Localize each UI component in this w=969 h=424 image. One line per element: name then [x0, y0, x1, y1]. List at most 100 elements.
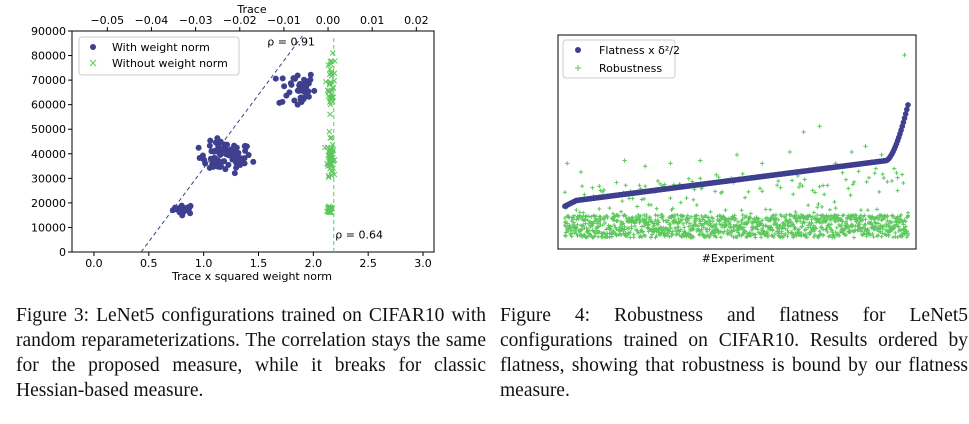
point-without-weight-norm — [326, 128, 333, 135]
point-with-weight-norm — [279, 75, 286, 82]
legend-box — [78, 36, 240, 76]
point-without-weight-norm — [324, 87, 331, 94]
point-with-weight-norm — [222, 166, 229, 173]
point-without-weight-norm — [327, 101, 334, 108]
point-with-weight-norm — [210, 163, 217, 170]
point-without-weight-norm — [325, 209, 332, 216]
point-with-weight-norm — [235, 153, 242, 160]
point-with-weight-norm — [227, 146, 234, 153]
y-tick-label: 20000 — [31, 197, 66, 210]
point-without-weight-norm — [330, 84, 336, 91]
point-with-weight-norm — [250, 158, 257, 165]
point-without-weight-norm — [331, 171, 338, 178]
x-tick-label: 0.5 — [140, 257, 158, 270]
x2-tick-label: −0.02 — [223, 14, 257, 27]
point-with-weight-norm — [216, 150, 223, 157]
figure-3-chart: Trace −0.05 −0.04 −0.03 −0.02 −0.01 0.00 0.01 0… — [31, 3, 435, 283]
point-with-weight-norm — [236, 159, 243, 166]
legend-marker-with-weight-norm — [90, 44, 96, 50]
point-with-weight-norm — [281, 83, 288, 90]
point-without-weight-norm — [329, 168, 336, 175]
point-with-weight-norm — [272, 75, 279, 82]
point-with-weight-norm — [207, 155, 214, 162]
point-without-weight-norm — [328, 167, 335, 174]
point-without-weight-norm — [331, 156, 338, 163]
annotation-rho-without: ρ = 0.64 — [335, 228, 383, 241]
point-with-weight-norm — [303, 91, 310, 98]
point-with-weight-norm — [297, 87, 304, 94]
point-with-weight-norm — [311, 87, 318, 94]
point-with-weight-norm — [231, 170, 238, 177]
point-with-weight-norm — [210, 148, 217, 155]
point-without-weight-norm — [329, 145, 336, 152]
point-with-weight-norm — [202, 160, 209, 167]
x2-tick-label: −0.04 — [135, 14, 169, 27]
x2-tick-label: 0.02 — [404, 14, 429, 27]
point-without-weight-norm — [328, 161, 335, 168]
point-with-weight-norm — [298, 94, 305, 101]
point-with-weight-norm — [221, 158, 228, 165]
point-with-weight-norm — [207, 137, 214, 144]
point-without-weight-norm — [329, 87, 335, 94]
point-with-weight-norm — [288, 81, 295, 88]
x-tick-label: 2.0 — [305, 257, 323, 270]
point-without-weight-norm — [330, 147, 337, 154]
point-with-weight-norm — [233, 164, 240, 171]
figure-3-caption: Figure 3: LeNet5 configurations trained … — [16, 305, 486, 401]
point-with-weight-norm — [217, 163, 224, 170]
y-tick-label: 30000 — [31, 172, 66, 185]
point-with-weight-norm — [195, 144, 202, 151]
plot-frame — [71, 30, 435, 253]
point-with-weight-norm — [301, 76, 308, 83]
y-tick-label: 50000 — [31, 123, 66, 136]
y-tick-label: 90000 — [31, 25, 66, 38]
point-with-weight-norm — [245, 151, 252, 158]
point-without-weight-norm — [328, 95, 335, 102]
y-tick-label: 0 — [59, 246, 66, 259]
figure-4-caption: Figure 4: Robustness and flatness for Le… — [500, 305, 968, 401]
point-without-weight-norm — [325, 174, 332, 181]
annotation-rho-with: ρ = 0.91 — [267, 36, 315, 49]
legend-label-with-weight-norm: With weight norm — [112, 41, 210, 54]
point-without-weight-norm — [327, 135, 334, 141]
point-with-weight-norm — [300, 81, 307, 88]
point-without-weight-norm — [332, 58, 338, 64]
y-tick-label: 70000 — [31, 74, 66, 87]
x2-ticks: −0.05 −0.04 −0.03 −0.02 −0.01 0.00 0.01 0.02 — [90, 14, 429, 31]
x2-tick-label: −0.03 — [179, 14, 213, 27]
point-without-weight-norm — [324, 205, 331, 211]
y-tick-label: 60000 — [31, 99, 66, 112]
x-ticks: 0.0 0.5 1.0 1.5 2.0 2.5 3.0 — [85, 252, 432, 270]
point-with-weight-norm — [294, 101, 301, 108]
point-with-weight-norm — [212, 139, 219, 146]
x2-axis-label: Trace — [236, 3, 266, 16]
point-without-weight-norm — [327, 111, 333, 118]
point-with-weight-norm — [221, 147, 228, 154]
legend-marker-without-weight-norm — [89, 59, 97, 67]
y-tick-label: 80000 — [31, 50, 66, 63]
point-without-weight-norm — [326, 81, 333, 88]
legend-label-without-weight-norm: Without weight norm — [112, 57, 228, 70]
point-without-weight-norm — [327, 154, 334, 161]
point-with-weight-norm — [279, 98, 286, 105]
point-without-weight-norm — [328, 134, 335, 141]
point-without-weight-norm — [331, 77, 338, 84]
point-with-weight-norm — [221, 141, 228, 148]
point-without-weight-norm — [325, 172, 332, 179]
x2-tick-label: 0.01 — [360, 14, 385, 27]
point-with-weight-norm — [307, 71, 314, 78]
x-tick-label: 1.5 — [250, 257, 268, 270]
point-without-weight-norm — [328, 206, 334, 212]
x-tick-label: 2.5 — [359, 257, 377, 270]
legend: With weight norm Without weight norm — [78, 36, 240, 76]
point-with-weight-norm — [172, 204, 179, 211]
x-axis-label: Trace x squared weight norm — [171, 270, 332, 283]
scatter-points — [169, 50, 338, 219]
point-with-weight-norm — [242, 142, 249, 149]
point-with-weight-norm — [187, 210, 194, 217]
point-without-weight-norm — [325, 62, 332, 68]
y-ticks: 0 10000 20000 30000 40000 50000 60000 70000 8000… — [31, 25, 72, 259]
point-with-weight-norm — [286, 89, 293, 96]
point-with-weight-norm — [183, 206, 190, 213]
point-without-weight-norm — [327, 79, 333, 86]
